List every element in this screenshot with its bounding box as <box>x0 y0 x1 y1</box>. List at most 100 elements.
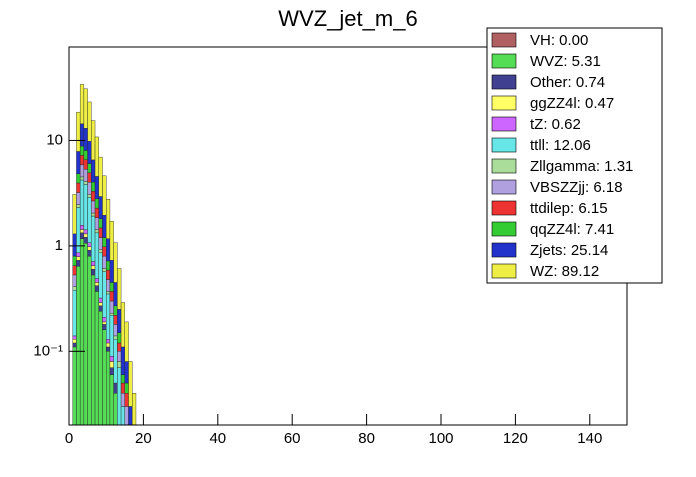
bar-segment <box>76 256 81 261</box>
bar-segment <box>91 274 96 425</box>
legend-label: ttdilep: 6.15 <box>530 200 608 217</box>
bar-segment <box>105 351 111 425</box>
bar-segment <box>83 243 88 425</box>
bar-segment <box>113 382 118 394</box>
bar-segment <box>91 120 96 161</box>
bar-segment <box>83 229 88 235</box>
bar-segment <box>94 232 99 279</box>
bar-segment <box>98 297 103 303</box>
bar-segment <box>91 181 96 192</box>
bar-segment <box>79 179 85 226</box>
legend-label: tZ: 0.62 <box>530 116 581 133</box>
legend-swatch <box>491 53 517 69</box>
bar-segment <box>98 156 103 197</box>
bar-segment <box>102 175 107 216</box>
bar-segment <box>76 252 81 257</box>
bar-segment <box>109 361 114 368</box>
bar-segment <box>94 282 99 286</box>
bar-segment <box>117 351 122 362</box>
x-tick-label: 100 <box>428 430 453 447</box>
bar-segment <box>91 212 96 217</box>
legend-box <box>486 27 663 284</box>
bar-segment <box>87 101 92 142</box>
bar-segment <box>109 291 114 302</box>
bar-segment <box>98 227 103 238</box>
bar-segment <box>94 198 99 209</box>
legend-swatch <box>491 137 517 153</box>
bar-segment <box>76 260 81 267</box>
bar-segment <box>76 173 81 184</box>
legend-label: VBSZZjj: 6.18 <box>530 179 623 196</box>
x-tick-label: 0 <box>65 430 73 447</box>
bar-segment <box>120 393 126 407</box>
legend-label: Other: 0.74 <box>530 74 605 91</box>
legend-label: ttll: 12.06 <box>530 137 591 154</box>
bar-segment <box>105 346 111 352</box>
bar-segment <box>72 194 77 235</box>
bar-segment <box>128 361 133 407</box>
plot-area <box>72 84 137 425</box>
bar-segment <box>91 200 96 214</box>
x-tick-label: 20 <box>135 430 152 447</box>
bar-segment <box>83 233 88 238</box>
x-tick-label: 60 <box>284 430 301 447</box>
bar-segment <box>91 191 96 202</box>
bar-segment <box>76 204 81 208</box>
bar-segment <box>72 286 77 291</box>
bar-segment <box>87 242 92 248</box>
bar-segment <box>102 268 107 272</box>
bar-segment <box>109 312 114 316</box>
bar-segment <box>83 150 88 160</box>
y-tick-label: 10⁻¹ <box>33 342 63 359</box>
legend-swatch <box>491 74 517 90</box>
bar-segment <box>83 169 88 182</box>
bar-segment <box>72 289 77 337</box>
bar-segment <box>76 182 81 193</box>
legend-label: VH: 0.00 <box>530 32 588 49</box>
bar-segment <box>79 164 85 178</box>
bar-segment <box>76 192 81 205</box>
bar-segment <box>105 199 111 239</box>
bar-segment <box>124 406 129 425</box>
bar-segment <box>113 315 118 325</box>
legend-swatch <box>491 179 517 195</box>
bar-segment <box>117 268 122 310</box>
legend-swatch <box>491 158 517 174</box>
bar-segment <box>117 361 122 368</box>
bar-segment <box>87 182 92 195</box>
bar-segment <box>83 181 88 185</box>
bar-segment <box>91 215 96 262</box>
bar-segment <box>102 246 107 257</box>
x-tick-label: 140 <box>577 430 602 447</box>
bar-segment <box>113 305 118 316</box>
legend-swatch <box>491 221 517 237</box>
legend-swatch <box>491 32 517 48</box>
bar-segment <box>79 176 85 181</box>
bar-segment <box>91 261 96 266</box>
legend-label: WZ: 89.12 <box>530 263 599 280</box>
bar-segment <box>98 218 103 229</box>
y-tick-label: 1 <box>55 237 63 254</box>
bar-segment <box>124 382 129 394</box>
legend: VH: 0.00 WVZ: 5.31 Other: 0.74 ggZZ4l: 0.47… <box>486 27 663 284</box>
bar-segment <box>72 346 77 425</box>
bar-segment <box>87 255 92 425</box>
bar-segment <box>124 321 129 362</box>
bar-segment <box>105 339 111 344</box>
bar-segment <box>102 237 107 248</box>
bar-segment <box>72 265 77 276</box>
bar-segment <box>94 176 99 199</box>
legend-swatch <box>491 242 517 258</box>
bar-segment <box>102 324 107 330</box>
bar-segment <box>87 172 92 183</box>
bar-segment <box>98 311 103 425</box>
bar-segment <box>105 260 111 271</box>
bar-segment <box>76 151 81 174</box>
legend-label: ggZZ4l: 0.47 <box>530 95 614 112</box>
bar-segment <box>94 136 99 177</box>
bar-segment <box>105 291 111 295</box>
bar-segment <box>79 229 85 234</box>
bar-segment <box>109 260 114 283</box>
bar-segment <box>72 339 77 344</box>
